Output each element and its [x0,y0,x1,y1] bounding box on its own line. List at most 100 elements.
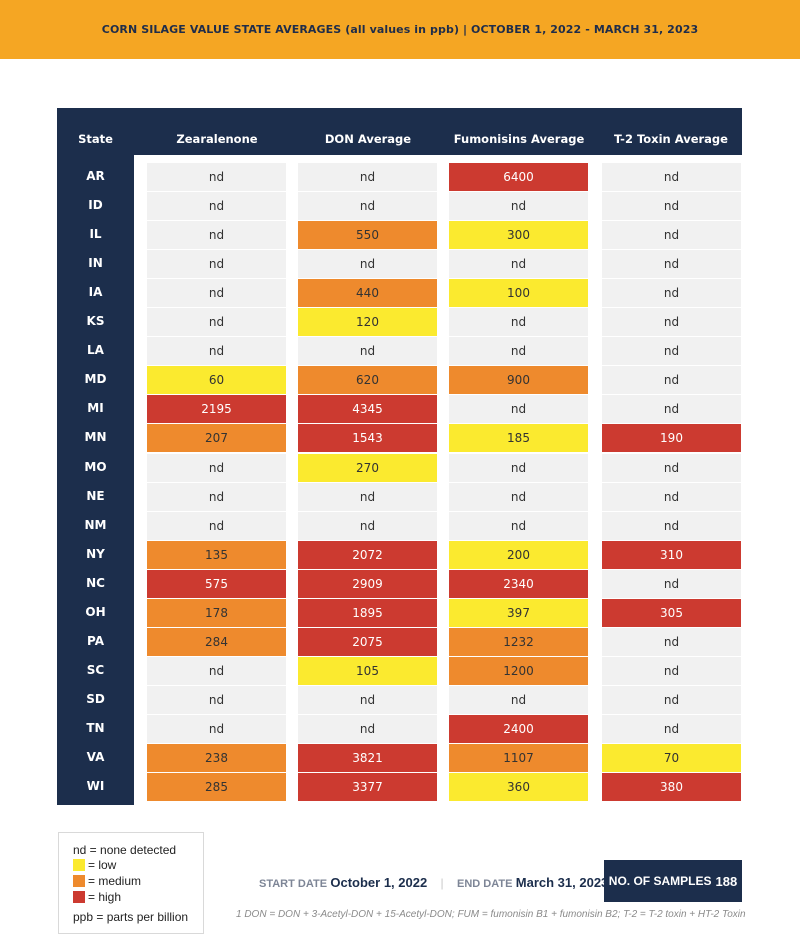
table-cell: nd [147,714,286,743]
table-cell: nd [298,685,437,714]
table-cell: 207 [147,424,286,453]
table-cell: nd [298,192,437,221]
legend-low: = low [73,858,116,873]
state-label: NM [84,517,107,532]
table-cell: 135 [147,540,286,569]
samples-count: 188 [715,873,738,889]
data-table: State Zearalenone DON Average Fumonisins Av… [57,108,742,805]
legend-ppb-label: ppb = parts per billion [73,910,189,924]
table-cell: 270 [298,453,437,482]
table-header-bar [57,108,742,155]
table-cell: nd [298,511,437,540]
state-label: TN [86,720,105,735]
state-label: IL [89,227,102,242]
date-separator: | [440,876,444,890]
table-cell: nd [602,511,741,540]
state-label: KS [86,314,105,329]
title-banner: CORN SILAGE VALUE STATE AVERAGES (all va… [0,0,800,59]
table-cell: 305 [602,598,741,627]
legend-medium-label: = medium [88,874,142,888]
state-label: IN [88,256,103,271]
table-cell: 397 [449,598,588,627]
table-cell: 70 [602,744,741,772]
table-cell: 238 [147,744,286,772]
table-cell: nd [602,714,741,743]
state-label: OH [85,604,106,619]
table-cell: 2909 [298,569,437,598]
table-cell: nd [449,685,588,714]
table-cell: nd [602,250,741,279]
state-label: MI [87,401,104,416]
table-cell: nd [298,163,437,191]
start-date-label: START DATE [259,878,328,890]
column-header: T-2 Toxin Average [614,132,728,146]
table-cell: 380 [602,773,741,802]
table-cell: nd [602,308,741,337]
date-range: START DATE October 1, 2022 | END DATE Ma… [259,874,608,892]
legend-low-label: = low [88,858,117,872]
table-cell: nd [147,163,286,191]
legend-nd: nd = none detected [73,843,176,858]
table-cell: 2072 [298,540,437,569]
high-swatch [73,891,85,903]
table-cell: nd [147,192,286,221]
page-title: CORN SILAGE VALUE STATE AVERAGES (all va… [101,23,699,36]
legend: nd = none detected = low = medium = high… [58,832,204,934]
table-cell: 1200 [449,656,588,685]
table-cell: 300 [449,221,588,250]
samples-label: NO. OF SAMPLES [608,874,712,888]
state-label: MD [84,372,107,387]
table-cell: nd [147,337,286,366]
state-label: SD [86,691,105,706]
state-label: ID [88,198,103,213]
table-cell: 1107 [449,744,588,772]
medium-swatch [73,875,85,887]
table-cell: nd [602,163,741,191]
state-label: NY [86,546,105,561]
table-cell: 575 [147,569,286,598]
table-cell: 2195 [147,395,286,424]
table-cell: nd [602,482,741,511]
table-cell: nd [147,685,286,714]
table-cell: 1232 [449,627,588,656]
footnote: 1 DON = DON + 3-Acetyl-DON + 15-Acetyl-D… [236,909,746,920]
table-cell: 60 [147,366,286,395]
table-cell: nd [147,656,286,685]
table-cell: 284 [147,627,286,656]
column-header: DON Average [324,132,412,146]
state-column-bar [57,155,134,805]
table-cell: nd [147,453,286,482]
state-label: SC [86,662,105,677]
state-label: MO [84,459,107,474]
table-cell: nd [298,337,437,366]
table-cell: 120 [298,308,437,337]
table-cell: 1895 [298,598,437,627]
table-cell: 310 [602,540,741,569]
samples-badge: NO. OF SAMPLES 188 [604,860,742,902]
legend-ppb: ppb = parts per billion [73,910,188,925]
legend-nd-label: nd = none detected [73,843,177,857]
table-cell: 440 [298,279,437,308]
table-cell: nd [147,482,286,511]
table-cell: nd [298,482,437,511]
start-date-value: October 1, 2022 [330,875,428,890]
state-label: NC [86,575,105,590]
state-label: VA [86,750,105,764]
table-cell: nd [602,192,741,221]
table-cell: 190 [602,424,741,453]
end-date-label: END DATE [457,878,513,890]
table-cell: 185 [449,424,588,453]
state-label: AR [86,169,105,183]
table-cell: nd [602,221,741,250]
table-cell: nd [449,250,588,279]
table-cell: 6400 [449,163,588,191]
table-cell: 3377 [298,773,437,802]
table-cell: 2075 [298,627,437,656]
table-cell: nd [147,308,286,337]
state-label: MN [84,430,107,445]
legend-high-label: = high [88,890,122,904]
state-label: IA [88,285,103,300]
table-cell: nd [449,395,588,424]
table-cell: 2400 [449,714,588,743]
low-swatch [73,859,85,871]
